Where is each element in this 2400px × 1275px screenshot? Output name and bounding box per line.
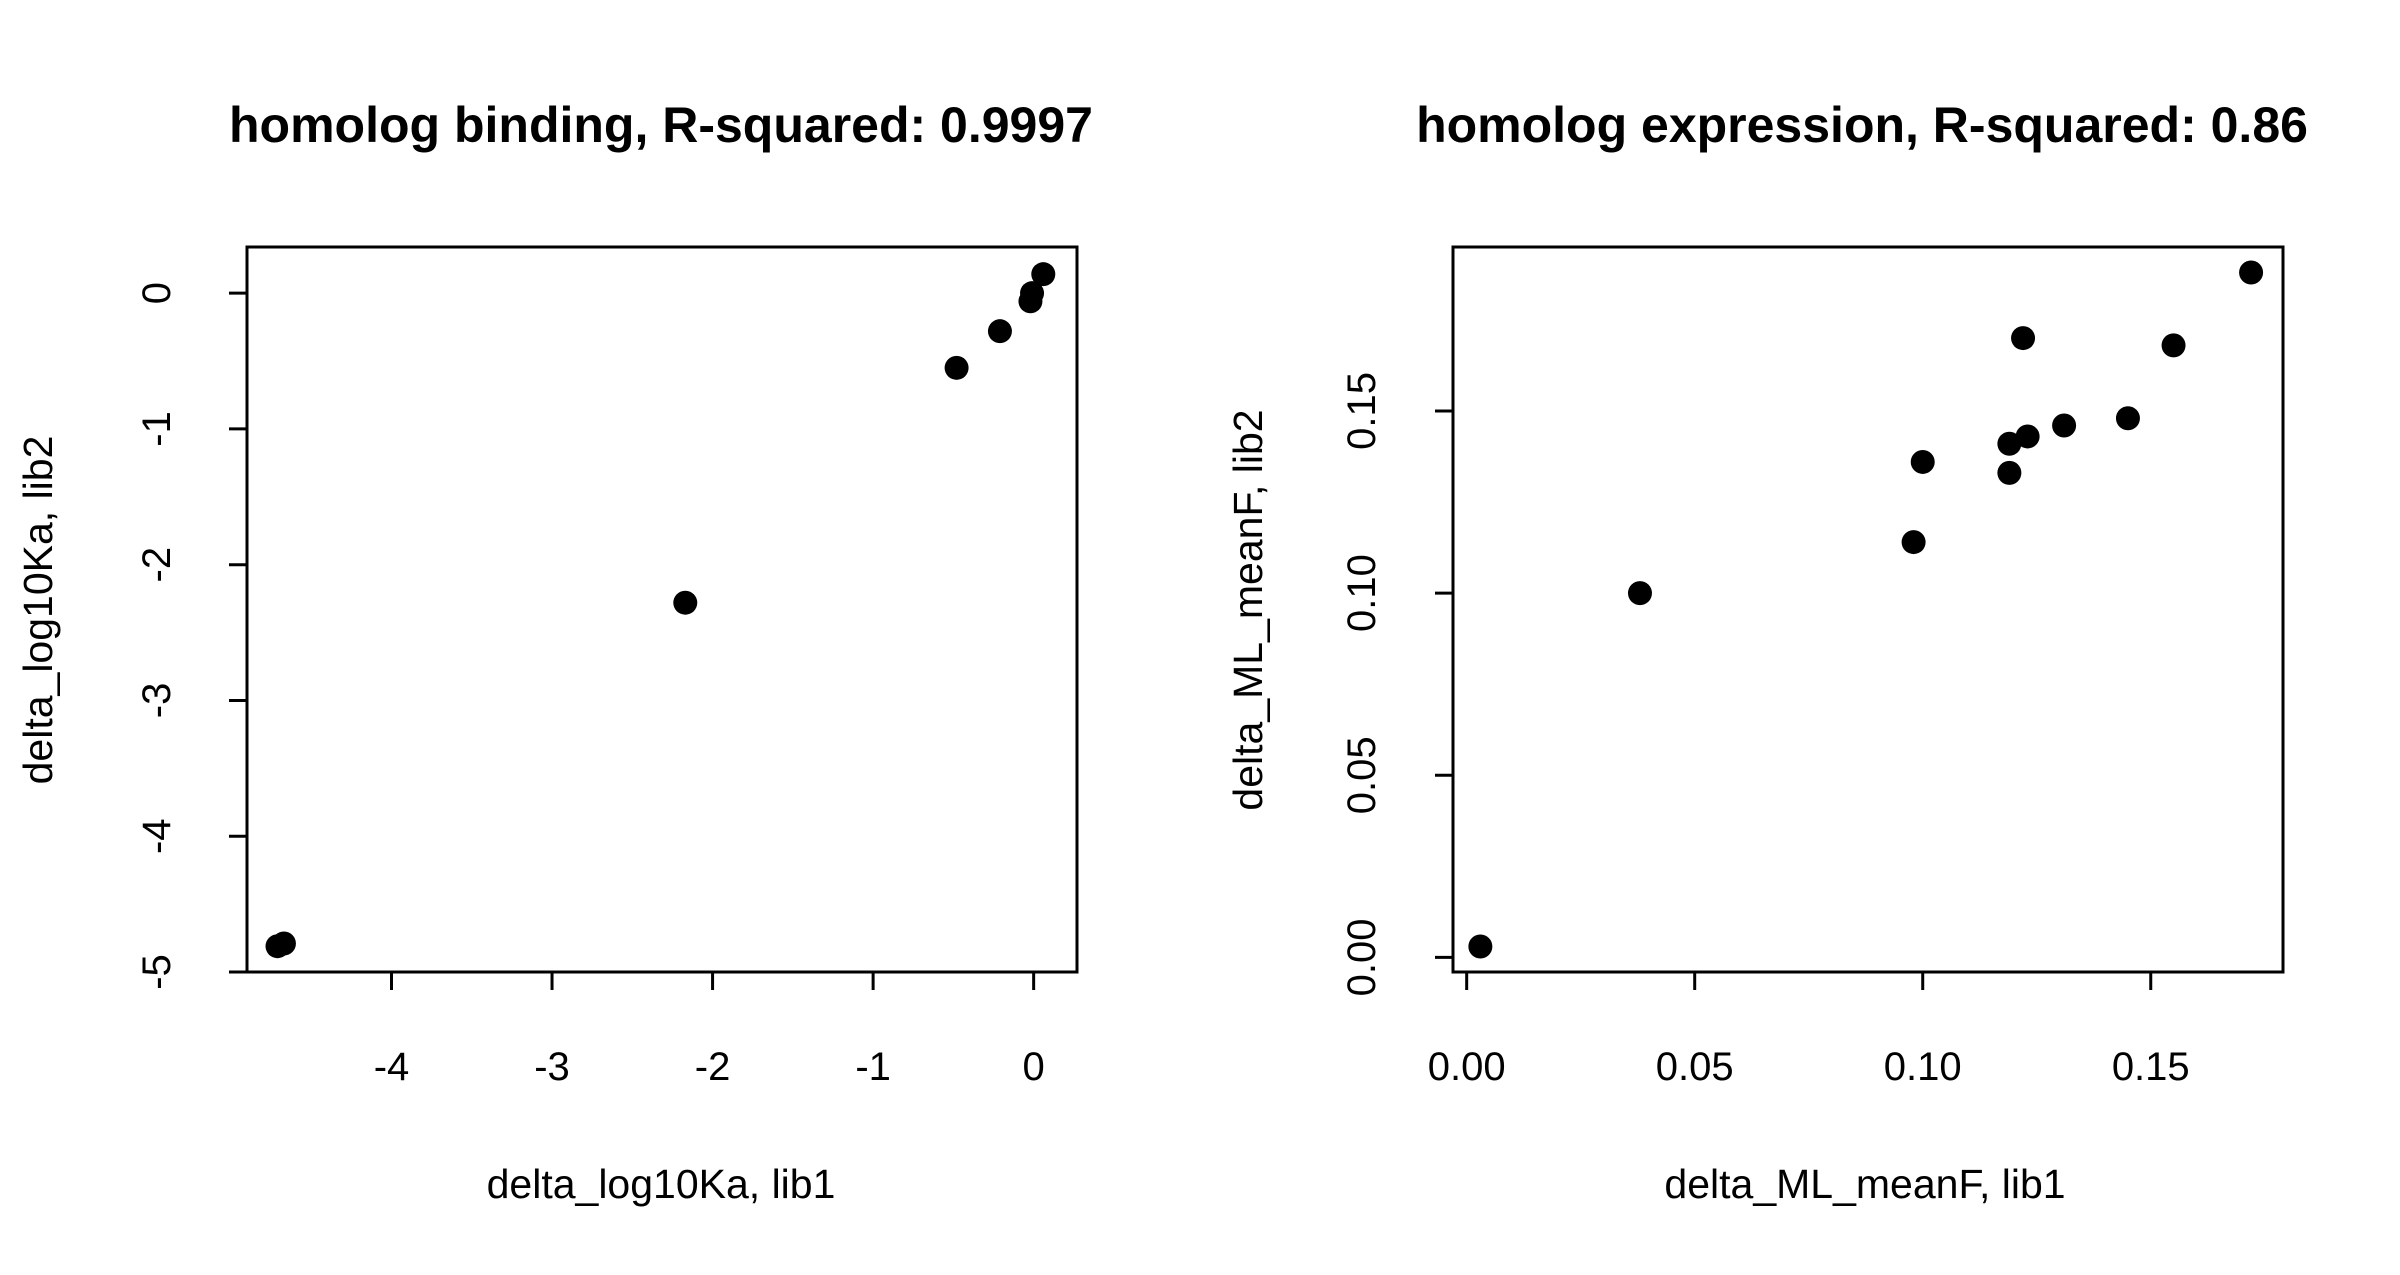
binding-y-tick-label: -2 xyxy=(135,547,179,583)
expression-plot-frame xyxy=(1451,245,2285,974)
expression-x-tick-label: 0.05 xyxy=(1656,1045,1734,1089)
expression-chart-title: homolog expression, R-squared: 0.86 xyxy=(1416,97,2308,153)
expression-scatter-panel: homolog expression, R-squared: 0.86 0.00… xyxy=(1225,97,2308,1207)
binding-data-point xyxy=(1031,262,1056,287)
expression-y-axis: 0.00 0.05 0.10 0.15 xyxy=(1340,372,1455,996)
expression-y-tick-label: 0.05 xyxy=(1340,736,1384,814)
expression-data-point xyxy=(2011,326,2036,351)
expression-y-tick-label: 0.10 xyxy=(1340,554,1384,632)
binding-x-tick-label: 0 xyxy=(1023,1045,1045,1089)
binding-x-axis: -4 -3 -2 -1 0 xyxy=(374,970,1045,1089)
binding-data-point xyxy=(265,934,290,959)
expression-data-point xyxy=(1901,530,1926,555)
binding-x-tick-label: -4 xyxy=(374,1045,410,1089)
expression-y-axis-label: delta_ML_meanF, lib2 xyxy=(1225,409,1271,810)
expression-x-tick-label: 0.15 xyxy=(2112,1045,2190,1089)
binding-y-tick-label: -3 xyxy=(135,683,179,719)
binding-points xyxy=(265,262,1056,959)
binding-y-tick-label: -1 xyxy=(135,411,179,447)
expression-data-point xyxy=(2115,406,2140,431)
binding-x-axis-label: delta_log10Ka, lib1 xyxy=(487,1161,836,1207)
expression-data-point xyxy=(2015,424,2040,449)
expression-y-tick-label: 0.15 xyxy=(1340,372,1384,450)
expression-data-point xyxy=(2052,413,2077,438)
expression-data-point xyxy=(1997,431,2022,456)
binding-data-point xyxy=(944,355,969,380)
binding-y-axis-label: delta_log10Ka, lib2 xyxy=(15,436,61,785)
binding-scatter-panel: homolog binding, R-squared: 0.9997 -4 -3-… xyxy=(15,97,1093,1207)
expression-data-point xyxy=(1468,934,1493,959)
expression-data-point xyxy=(2161,333,2186,358)
expression-x-axis: 0.00 0.05 0.10 0.15 xyxy=(1428,970,2190,1089)
binding-data-point xyxy=(1018,289,1043,314)
binding-x-tick-label: -1 xyxy=(855,1045,891,1089)
expression-points xyxy=(1468,260,2264,959)
expression-data-point xyxy=(1910,449,1935,474)
binding-data-point xyxy=(673,590,698,615)
binding-x-tick-label: -3 xyxy=(534,1045,570,1089)
expression-data-point xyxy=(2239,260,2264,285)
expression-x-tick-label: 0.00 xyxy=(1428,1045,1506,1089)
expression-data-point xyxy=(1627,581,1652,606)
binding-plot-frame xyxy=(245,245,1079,974)
binding-x-tick-label: -2 xyxy=(695,1045,731,1089)
binding-y-axis: -5 -4 -3 -2 -1 0 xyxy=(135,282,249,990)
expression-y-tick-label: 0.00 xyxy=(1340,918,1384,996)
expression-x-tick-label: 0.10 xyxy=(1884,1045,1962,1089)
binding-data-point xyxy=(987,319,1012,344)
binding-y-tick-label: 0 xyxy=(135,282,179,304)
expression-x-axis-label: delta_ML_meanF, lib1 xyxy=(1664,1161,2065,1207)
binding-chart-title: homolog binding, R-squared: 0.9997 xyxy=(229,97,1093,153)
binding-y-tick-label: -5 xyxy=(135,954,179,990)
binding-y-tick-label: -4 xyxy=(135,818,179,854)
expression-data-point xyxy=(1997,460,2022,485)
